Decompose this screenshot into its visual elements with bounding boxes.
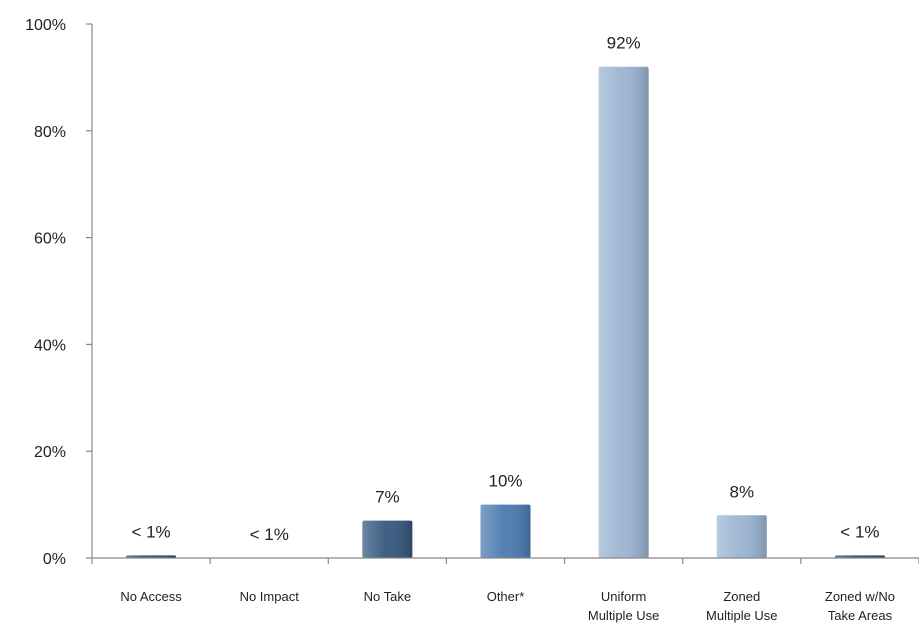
bar-shading [362, 520, 413, 558]
x-category-label: Zoned [723, 589, 760, 604]
bars-group [126, 66, 885, 558]
bar-shading [834, 555, 885, 558]
data-label: 10% [488, 472, 522, 491]
x-category-label: Uniform [601, 589, 647, 604]
x-category-label: No Take [364, 589, 411, 604]
x-category-label: Zoned w/No [825, 589, 895, 604]
y-tick-label: 40% [34, 337, 66, 354]
data-label: 8% [729, 482, 754, 501]
y-axis-ticks: 0% 20% 40% 60% 80% 100% [25, 17, 919, 568]
y-tick-label: 100% [25, 17, 66, 34]
data-label: 92% [607, 34, 641, 53]
x-category-label: Multiple Use [706, 608, 778, 623]
bar-shading [598, 66, 649, 558]
data-labels-group: < 1% < 1% 7% 10% 92% 8% < 1% [131, 34, 879, 544]
x-category-label: No Impact [240, 589, 300, 604]
data-label: < 1% [131, 522, 170, 541]
y-tick-label: 80% [34, 124, 66, 141]
x-category-label: Take Areas [828, 608, 893, 623]
bar-shading [480, 504, 531, 558]
data-label: 7% [375, 488, 400, 507]
bar-shading [126, 555, 177, 558]
data-label: < 1% [840, 522, 879, 541]
y-tick-label: 60% [34, 231, 66, 248]
x-axis-categories: No Access No Impact No Take Other* Uniform Mu… [120, 589, 895, 623]
y-tick-label: 20% [34, 444, 66, 461]
bar-shading [716, 515, 767, 558]
x-category-label: No Access [120, 589, 182, 604]
x-category-label: Other* [487, 589, 525, 604]
x-category-label: Multiple Use [588, 608, 660, 623]
data-label: < 1% [250, 525, 289, 544]
y-tick-label: 0% [43, 551, 66, 568]
